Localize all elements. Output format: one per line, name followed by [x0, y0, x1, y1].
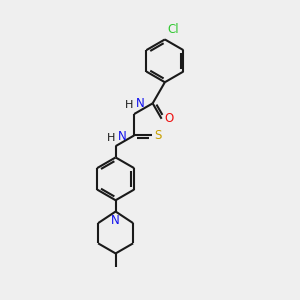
Text: H: H [125, 100, 134, 110]
Text: S: S [154, 129, 162, 142]
Text: O: O [164, 112, 173, 125]
Text: H: H [106, 133, 115, 143]
Text: N: N [111, 214, 120, 226]
Text: N: N [118, 130, 126, 143]
Text: N: N [136, 98, 145, 110]
Text: Cl: Cl [167, 23, 178, 37]
